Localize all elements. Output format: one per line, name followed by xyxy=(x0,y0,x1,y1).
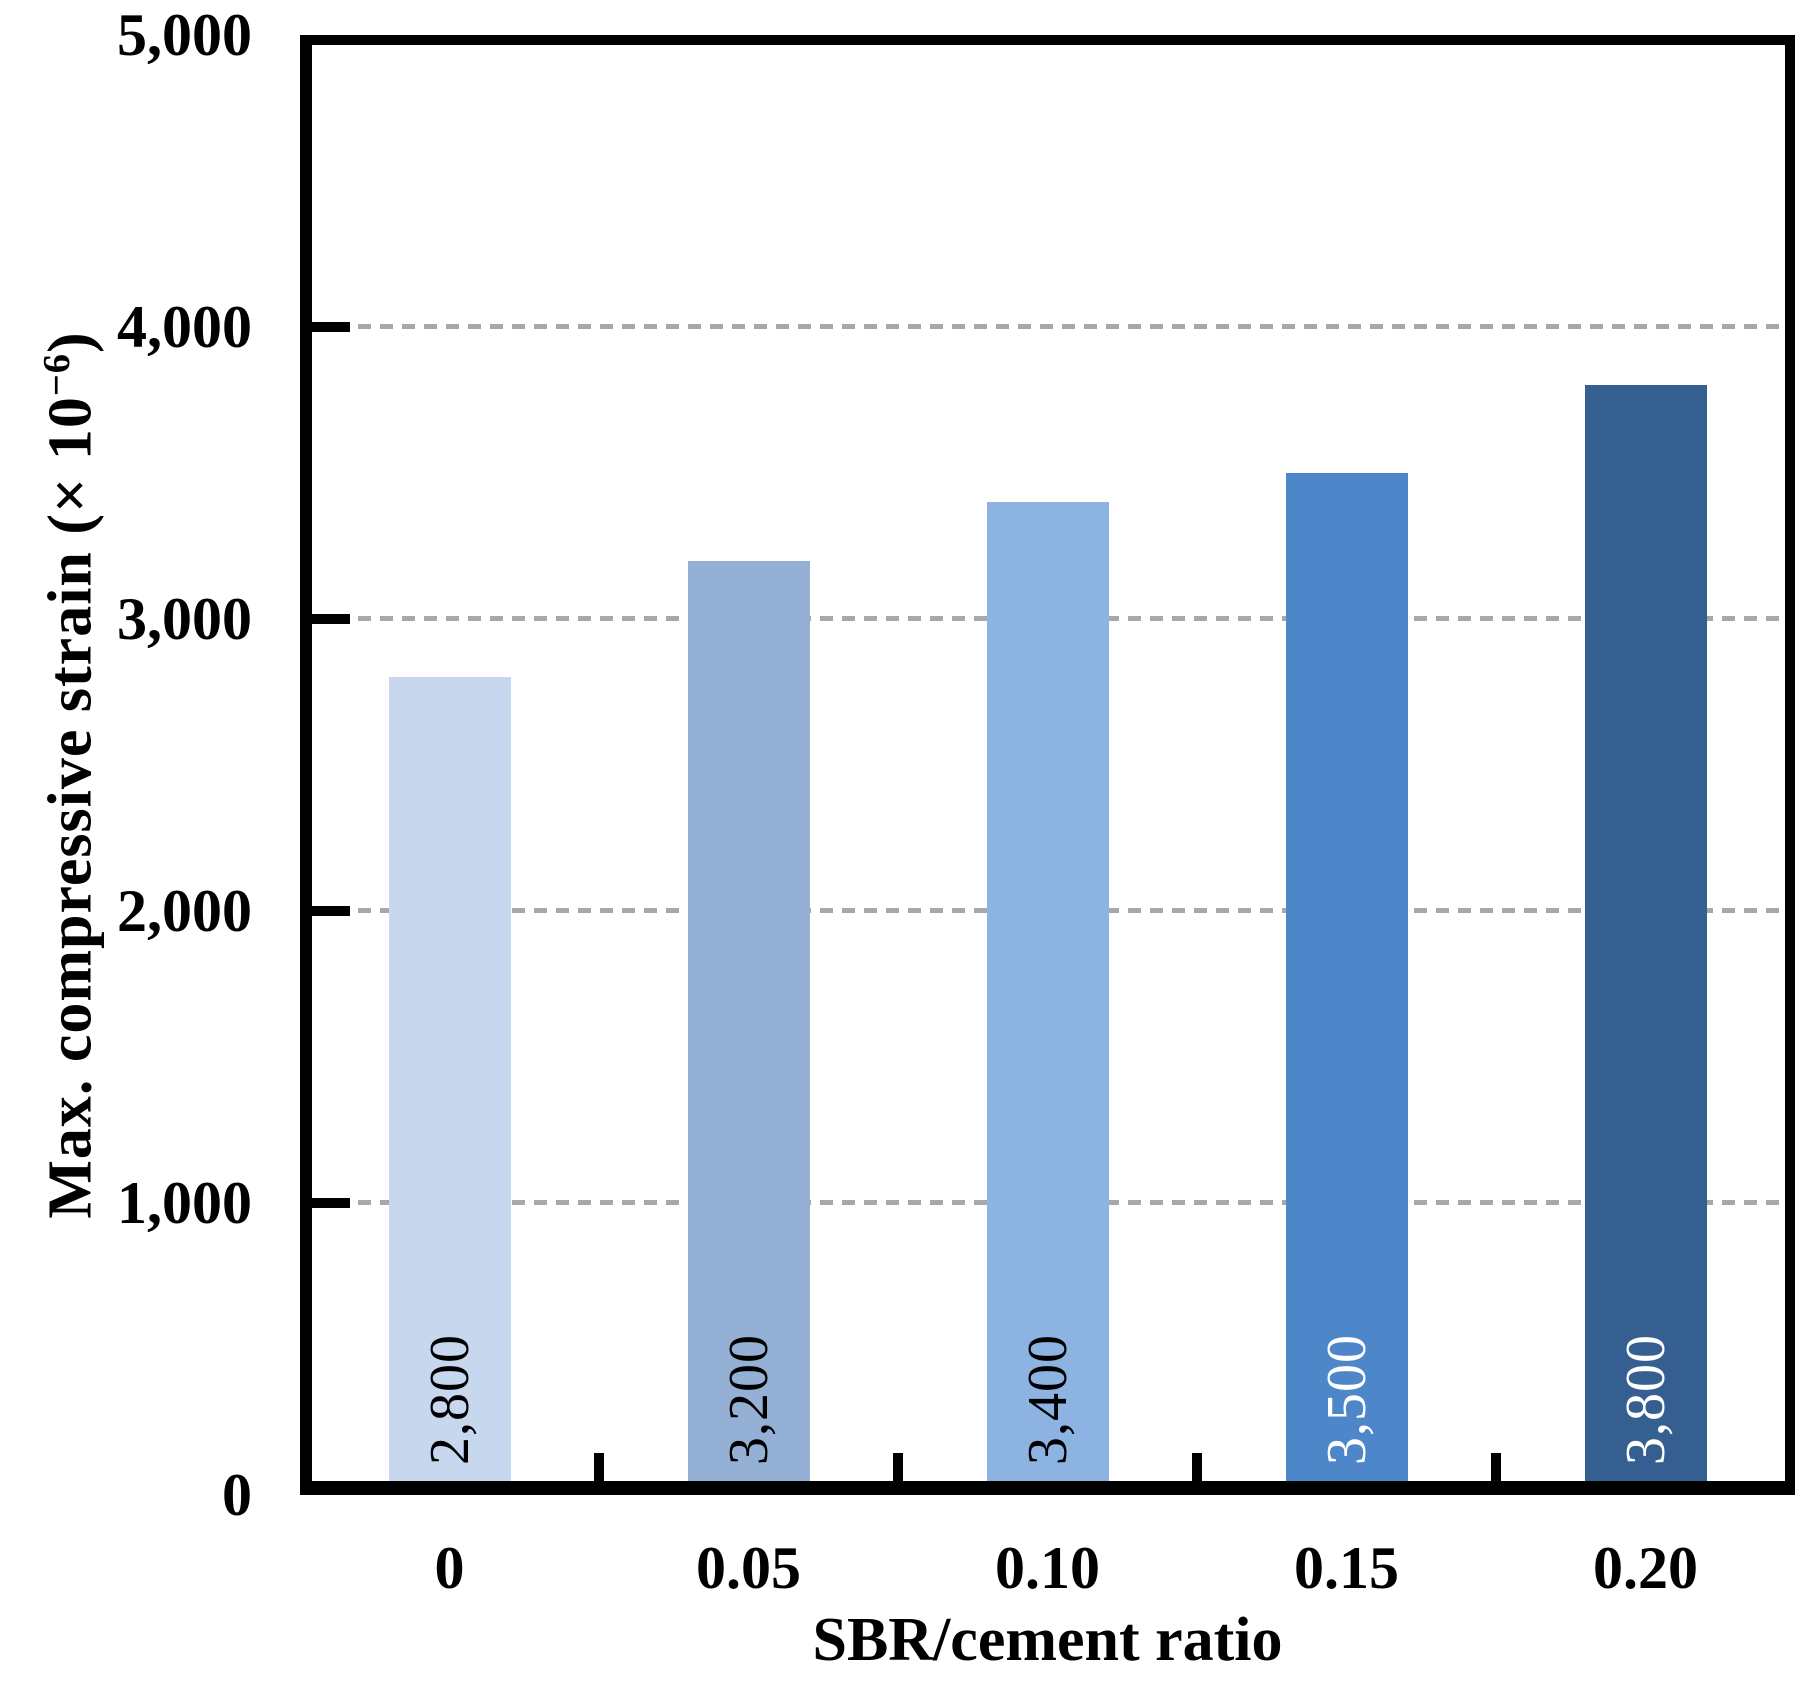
x-axis-title: SBR/cement ratio xyxy=(812,1606,1283,1674)
y-axis-title: Max. compressive strain (× 10−6) xyxy=(12,45,105,1505)
bar-0.10 xyxy=(986,502,1109,1495)
bar-0.20 xyxy=(1584,385,1707,1495)
y-tick-1000 xyxy=(312,1198,350,1208)
x-tick-label-0.20: 0.20 xyxy=(1593,1535,1698,1601)
y-tick-label-4000: 4,000 xyxy=(117,294,252,360)
y-axis-title-suffix: ) xyxy=(36,331,105,353)
bar-0.15 xyxy=(1285,473,1408,1495)
y-tick-label-5000: 5,000 xyxy=(117,2,252,68)
gridline-y4000 xyxy=(314,324,1785,329)
y-tick-label-2000: 2,000 xyxy=(117,878,252,944)
x-tick-boundary-2 xyxy=(893,1453,903,1481)
x-tick-label-0.05: 0.05 xyxy=(696,1535,801,1601)
x-tick-boundary-3 xyxy=(1192,1453,1202,1481)
x-tick-label-0.10: 0.10 xyxy=(995,1535,1100,1601)
bar-value-label: 3,200 xyxy=(717,1334,780,1465)
bar-0.05 xyxy=(687,560,810,1495)
y-tick-3000 xyxy=(312,614,350,624)
y-tick-label-0: 0 xyxy=(222,1462,252,1528)
bar-value-label: 3,400 xyxy=(1016,1334,1079,1465)
bar-0 xyxy=(388,677,511,1495)
x-tick-label-0: 0 xyxy=(434,1535,465,1601)
x-tick-boundary-1 xyxy=(594,1453,604,1481)
x-tick-boundary-4 xyxy=(1491,1453,1501,1481)
x-tick-label-0.15: 0.15 xyxy=(1294,1535,1399,1601)
bar-value-label: 3,800 xyxy=(1614,1334,1677,1465)
y-tick-label-1000: 1,000 xyxy=(117,1170,252,1236)
bar-value-label: 3,500 xyxy=(1315,1334,1378,1465)
plot-area: 2,800 3,200 3,400 3,500 3,800 xyxy=(300,35,1795,1495)
y-axis-title-exponent: −6 xyxy=(36,353,78,397)
y-tick-4000 xyxy=(312,322,350,332)
y-axis-title-text: Max. compressive strain (× 10 xyxy=(36,396,105,1219)
y-tick-2000 xyxy=(312,906,350,916)
bar-value-label: 2,800 xyxy=(418,1334,481,1465)
y-tick-label-3000: 3,000 xyxy=(117,586,252,652)
